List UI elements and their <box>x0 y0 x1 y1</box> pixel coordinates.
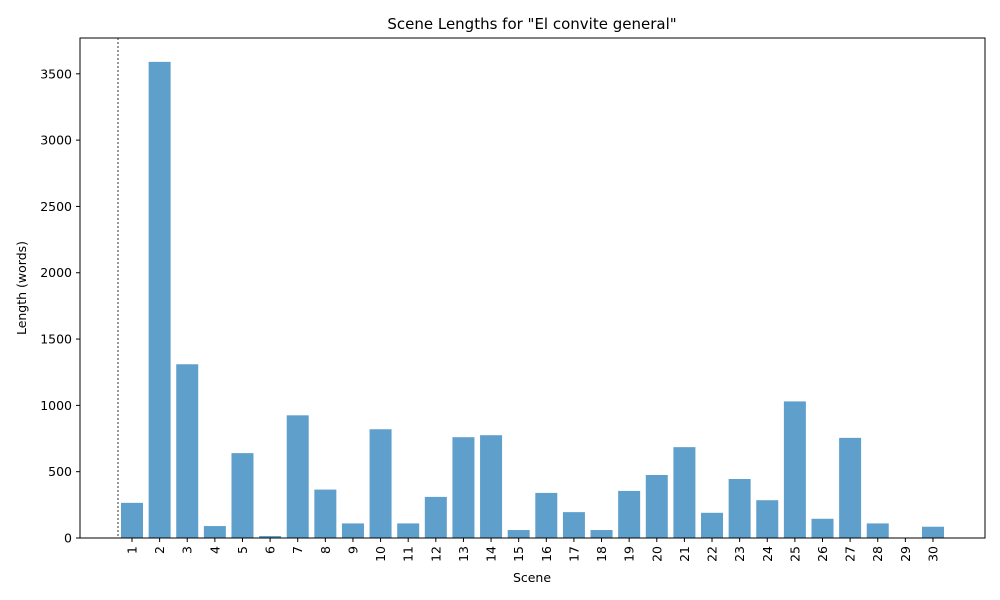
x-tick-label: 4 <box>207 546 222 554</box>
x-tick-label: 15 <box>511 546 526 562</box>
x-tick-label: 8 <box>318 546 333 554</box>
bar-scene-2 <box>148 61 171 539</box>
bar-scene-12 <box>424 496 447 538</box>
bar-scene-6 <box>259 536 282 538</box>
bar-scene-8 <box>314 489 337 538</box>
bar-scene-3 <box>176 364 199 538</box>
x-tick-label: 29 <box>898 546 913 562</box>
x-tick-label: 6 <box>263 546 278 554</box>
x-tick-label: 11 <box>401 546 416 562</box>
chart-title: Scene Lengths for "El convite general" <box>387 15 676 33</box>
bar-scene-11 <box>397 523 420 538</box>
x-axis-label: Scene <box>513 570 551 585</box>
y-axis: 0 500 1000 1500 2000 2500 3000 3500 <box>40 66 80 546</box>
bar-scene-4 <box>203 526 226 538</box>
x-tick-label: 25 <box>787 546 802 562</box>
x-tick-label: 3 <box>180 546 195 554</box>
bar-scene-19 <box>618 490 641 538</box>
x-tick-label: 18 <box>594 546 609 562</box>
x-tick-label: 17 <box>566 546 581 562</box>
y-tick-label: 2500 <box>40 199 72 214</box>
x-tick-label: 5 <box>235 546 250 554</box>
x-tick-label: 27 <box>843 546 858 562</box>
bar-scene-26 <box>811 518 834 538</box>
x-tick-label: 1 <box>125 546 140 554</box>
y-axis-label: Length (words) <box>14 241 29 335</box>
bars-group <box>121 61 944 539</box>
x-tick-label: 13 <box>456 546 471 562</box>
bar-scene-20 <box>645 475 668 538</box>
y-tick-label: 2000 <box>40 265 72 280</box>
bar-scene-18 <box>590 530 613 538</box>
bar-scene-17 <box>562 512 585 538</box>
x-tick-label: 2 <box>152 546 167 554</box>
y-tick-label: 500 <box>48 464 72 479</box>
bar-scene-28 <box>866 523 889 538</box>
x-tick-label: 30 <box>925 546 940 562</box>
bar-scene-15 <box>507 530 530 538</box>
bar-scene-30 <box>921 526 944 538</box>
x-tick-label: 14 <box>484 546 499 562</box>
bar-scene-22 <box>701 512 724 538</box>
x-tick-label: 10 <box>373 546 388 562</box>
bar-scene-25 <box>783 401 806 538</box>
bar-scene-5 <box>231 453 254 538</box>
x-tick-label: 16 <box>539 546 554 562</box>
y-tick-label: 1500 <box>40 332 72 347</box>
plot-frame <box>79 37 986 539</box>
x-tick-label: 24 <box>760 546 775 562</box>
x-tick-label: 7 <box>290 546 305 554</box>
y-tick-label: 1000 <box>40 398 72 413</box>
bar-scene-10 <box>369 429 392 538</box>
x-tick-label: 26 <box>815 546 830 562</box>
bar-scene-1 <box>121 502 143 538</box>
y-tick-label: 3500 <box>40 66 72 81</box>
x-tick-label: 9 <box>345 546 360 554</box>
bar-scene-14 <box>480 435 503 538</box>
bar-scene-23 <box>728 478 751 538</box>
x-tick-label: 12 <box>428 546 443 562</box>
bar-scene-13 <box>452 437 475 538</box>
bar-scene-27 <box>839 437 862 538</box>
bar-scene-9 <box>341 523 364 538</box>
x-axis: 1 2 3 4 5 6 7 8 9 10 11 12 13 14 15 16 17 18 19 20 21 22 23 24 2… <box>125 538 940 562</box>
x-tick-label: 21 <box>677 546 692 562</box>
y-tick-label: 0 <box>64 531 72 546</box>
x-tick-label: 22 <box>705 546 720 562</box>
x-tick-label: 28 <box>870 546 885 562</box>
bar-scene-21 <box>673 447 696 538</box>
x-tick-label: 20 <box>649 546 664 562</box>
bar-scene-16 <box>535 492 558 538</box>
x-tick-label: 19 <box>622 546 637 562</box>
x-tick-label: 23 <box>732 546 747 562</box>
bar-scene-7 <box>286 415 309 538</box>
y-tick-label: 3000 <box>40 133 72 148</box>
bar-scene-24 <box>756 500 779 538</box>
